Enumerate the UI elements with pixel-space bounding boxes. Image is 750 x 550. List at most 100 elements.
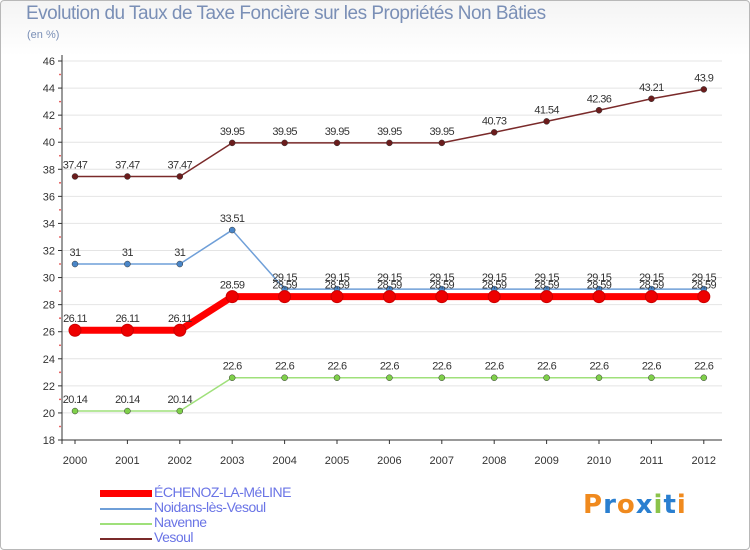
data-point — [71, 407, 79, 415]
y-tick-label: 40 — [43, 137, 55, 149]
y-tick-label: 22 — [43, 381, 55, 393]
data-label: 20.14 — [63, 394, 88, 406]
data-label: 29.15 — [325, 272, 350, 284]
data-point — [595, 107, 603, 114]
legend-label: Noidans-lès-Vesoul — [154, 499, 266, 515]
data-point — [176, 260, 184, 268]
y-tick-label: 32 — [43, 246, 55, 258]
legend-swatch — [100, 523, 152, 525]
legend-swatch — [100, 508, 152, 510]
data-label: 33.51 — [220, 213, 245, 225]
y-minor-tick — [59, 100, 61, 103]
x-tick-label: 2010 — [587, 455, 611, 467]
y-minor-tick — [59, 236, 61, 238]
y-tick-label: 24 — [43, 354, 55, 366]
data-label: 29.15 — [639, 272, 664, 284]
data-label: 43.21 — [639, 82, 664, 94]
data-label: 29.15 — [272, 272, 297, 284]
series-navenne: 20.14 20.14 20.14 22.6 22.6 22.6 22.6 22.6 22.6 2… — [63, 361, 714, 415]
legend-swatch — [100, 490, 152, 497]
data-label: 22.6 — [327, 361, 346, 373]
x-tick-label: 2004 — [272, 455, 296, 467]
data-label: 26.11 — [63, 313, 87, 325]
y-tick-label: 38 — [43, 164, 55, 176]
data-label: 37.47 — [115, 159, 140, 171]
series-vesoul: 37.47 37.47 37.47 39.95 39.95 39.95 39.95 39.95… — [63, 72, 714, 180]
data-label: 29.15 — [534, 272, 559, 284]
data-label: 28.59 — [587, 280, 612, 292]
data-label: 39.95 — [430, 126, 455, 138]
data-point — [648, 95, 655, 103]
y-tick-label: 44 — [43, 83, 55, 95]
data-label: 28.59 — [430, 280, 455, 292]
data-label: 39.95 — [325, 126, 350, 138]
y-minor-tick — [59, 73, 61, 76]
data-label: 29.15 — [377, 272, 402, 284]
data-point — [120, 323, 134, 337]
y-tick-label: 18 — [43, 435, 55, 447]
y-tick-label: 46 — [43, 56, 55, 68]
data-point — [435, 290, 449, 304]
x-tick-label: 2011 — [640, 455, 664, 467]
x-tick-label: 2001 — [115, 455, 139, 467]
data-point — [386, 374, 393, 381]
data-point — [281, 139, 288, 147]
x-tick-label: 2003 — [220, 455, 244, 467]
y-tick-label: 28 — [43, 300, 55, 312]
data-label: 29.15 — [430, 272, 455, 284]
logo-letter: o — [616, 490, 636, 520]
data-point — [438, 139, 446, 147]
data-label: 37.47 — [168, 159, 193, 171]
data-label: 22.6 — [589, 361, 608, 373]
y-tick-label: 30 — [43, 273, 55, 285]
data-point — [228, 139, 236, 147]
data-point — [124, 407, 131, 415]
data-point — [228, 374, 236, 381]
data-point — [228, 226, 236, 234]
data-label: 26.11 — [116, 313, 140, 325]
x-tick-label: 2002 — [168, 455, 192, 467]
data-label: 40.73 — [482, 115, 507, 127]
data-label: 22.6 — [275, 361, 294, 373]
data-point — [281, 374, 288, 381]
data-point — [487, 290, 501, 304]
data-label: 28.59 — [482, 280, 507, 292]
data-label: 28.59 — [325, 280, 350, 292]
data-point — [71, 260, 79, 268]
series--chenoz-la-m-line: 26.11 26.11 26.11 28.59 28.59 28.59 28.59 28.59… — [63, 280, 717, 337]
data-point — [697, 290, 711, 304]
data-point — [124, 173, 131, 180]
data-point — [68, 323, 82, 337]
data-point — [278, 290, 292, 304]
x-tick-label: 2006 — [377, 455, 401, 467]
data-point — [382, 290, 396, 304]
data-label: 39.95 — [272, 126, 297, 138]
data-point — [595, 374, 603, 381]
data-label: 22.6 — [432, 361, 451, 373]
data-label: 39.95 — [377, 126, 402, 138]
y-minor-tick — [59, 371, 61, 374]
y-minor-tick — [59, 317, 61, 320]
data-point — [333, 139, 341, 147]
data-label: 20.14 — [168, 394, 193, 406]
data-label: 29.15 — [692, 272, 717, 284]
data-point — [700, 86, 708, 93]
data-label: 28.59 — [377, 280, 402, 292]
data-label: 37.47 — [63, 159, 88, 171]
y-minor-tick — [59, 290, 61, 293]
logo-letter: i — [653, 490, 664, 520]
y-tick-label: 34 — [43, 218, 55, 230]
data-label: 31 — [122, 247, 134, 259]
y-minor-tick — [59, 181, 61, 184]
x-tick-label: 2005 — [325, 455, 349, 467]
y-tick-label: 42 — [43, 110, 55, 122]
x-tick-label: 2009 — [534, 455, 558, 467]
x-tick-label: 2000 — [63, 455, 87, 467]
data-label: 28.59 — [639, 280, 664, 292]
data-label: 29.15 — [587, 272, 612, 284]
legend-swatch — [100, 538, 152, 540]
data-label: 29.15 — [482, 272, 507, 284]
y-minor-tick — [59, 398, 61, 401]
